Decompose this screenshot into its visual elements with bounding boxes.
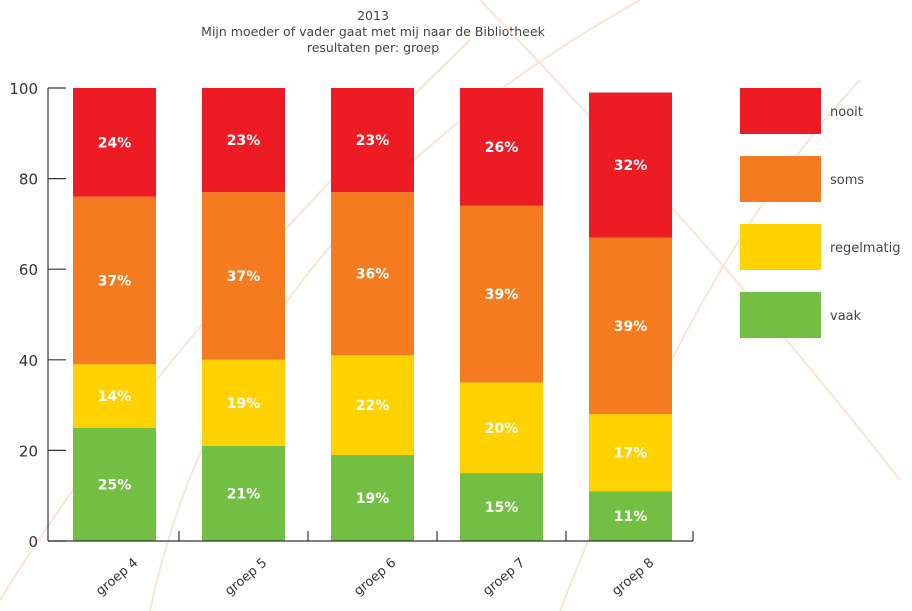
x-tick-label-groep-5: groep 5 [222,556,270,600]
bar-regelmatig-groep-8 [589,414,672,492]
legend-swatch-soms [740,156,821,202]
data-label-vaak-groep-6: 19% [356,491,390,507]
data-label-regelmatig-groep-5: 19% [227,396,261,412]
legend-label-soms: soms [830,173,864,188]
bar-regelmatig-groep-4 [73,364,156,428]
data-label-nooit-groep-6: 23% [356,133,390,149]
y-tick-label-0: 0 [28,533,38,551]
y-tick-label-80: 80 [19,171,38,189]
chart-subtitle-2: resultaten per: groep [306,40,440,55]
bar-vaak-groep-4 [73,427,156,541]
bar-vaak-groep-5 [202,445,285,541]
data-label-vaak-groep-7: 15% [485,500,519,516]
legend-label-vaak: vaak [830,309,862,324]
y-tick-label-100: 100 [9,80,38,98]
bar-soms-groep-8 [589,237,672,415]
legend-swatch-regelmatig [740,224,821,270]
data-label-nooit-groep-8: 32% [614,158,648,174]
bar-vaak-groep-6 [331,454,414,541]
bar-nooit-groep-7 [460,88,543,206]
x-tick-label-groep-8: groep 8 [609,556,657,600]
data-label-nooit-groep-4: 24% [98,135,132,151]
decor-arc-2 [479,0,901,481]
bar-soms-groep-6 [331,192,414,356]
x-tick-label-groep-4: groep 4 [93,556,141,600]
bar-soms-groep-4 [73,196,156,365]
x-tick-label-groep-7: groep 7 [480,556,528,600]
legend-swatch-vaak [740,292,821,338]
bar-soms-groep-7 [460,205,543,383]
data-label-nooit-groep-7: 26% [485,140,519,156]
decor-arc-1 [149,0,641,611]
data-label-regelmatig-groep-7: 20% [485,421,519,437]
data-label-vaak-groep-4: 25% [98,477,132,493]
legend: nooit soms regelmatig vaak [740,88,901,338]
bar-vaak-groep-8 [589,491,672,541]
bar-regelmatig-groep-5 [202,359,285,446]
x-tick-label-groep-6: groep 6 [351,556,399,600]
bar-nooit-groep-5 [202,88,285,193]
y-tick-label-20: 20 [19,442,38,460]
bar-nooit-groep-6 [331,88,414,193]
bars-layer: 25% 14% 37% 24% 21% 19% 37% 23% 19% 22% 36% 23% 15% 2… [73,88,672,541]
legend-label-regelmatig: regelmatig [830,241,901,256]
data-label-vaak-groep-5: 21% [227,486,261,502]
data-label-nooit-groep-5: 23% [227,133,261,149]
legend-label-nooit: nooit [830,105,863,120]
chart-subtitle: Mijn moeder of vader gaat met mij naar d… [201,24,545,39]
bar-regelmatig-groep-7 [460,382,543,474]
chart-title-block: 2013 Mijn moeder of vader gaat met mij n… [188,8,558,56]
bar-nooit-groep-8 [589,92,672,238]
bar-soms-groep-5 [202,192,285,360]
data-label-regelmatig-groep-4: 14% [98,389,132,405]
data-label-soms-groep-6: 36% [356,267,390,283]
data-label-soms-groep-4: 37% [98,274,132,290]
data-label-regelmatig-groep-8: 17% [614,446,648,462]
data-label-vaak-groep-8: 11% [614,509,648,525]
data-label-soms-groep-8: 39% [614,319,648,335]
chart-title: 2013 [357,8,389,23]
data-label-soms-groep-7: 39% [485,287,519,303]
data-label-soms-groep-5: 37% [227,269,261,285]
y-tick-label-60: 60 [19,261,38,279]
bar-nooit-groep-4 [73,88,156,197]
bar-regelmatig-groep-6 [331,355,414,455]
y-tick-label-40: 40 [19,352,38,370]
bar-vaak-groep-7 [460,473,543,541]
data-label-regelmatig-groep-6: 22% [356,398,390,414]
legend-swatch-nooit [740,88,821,134]
